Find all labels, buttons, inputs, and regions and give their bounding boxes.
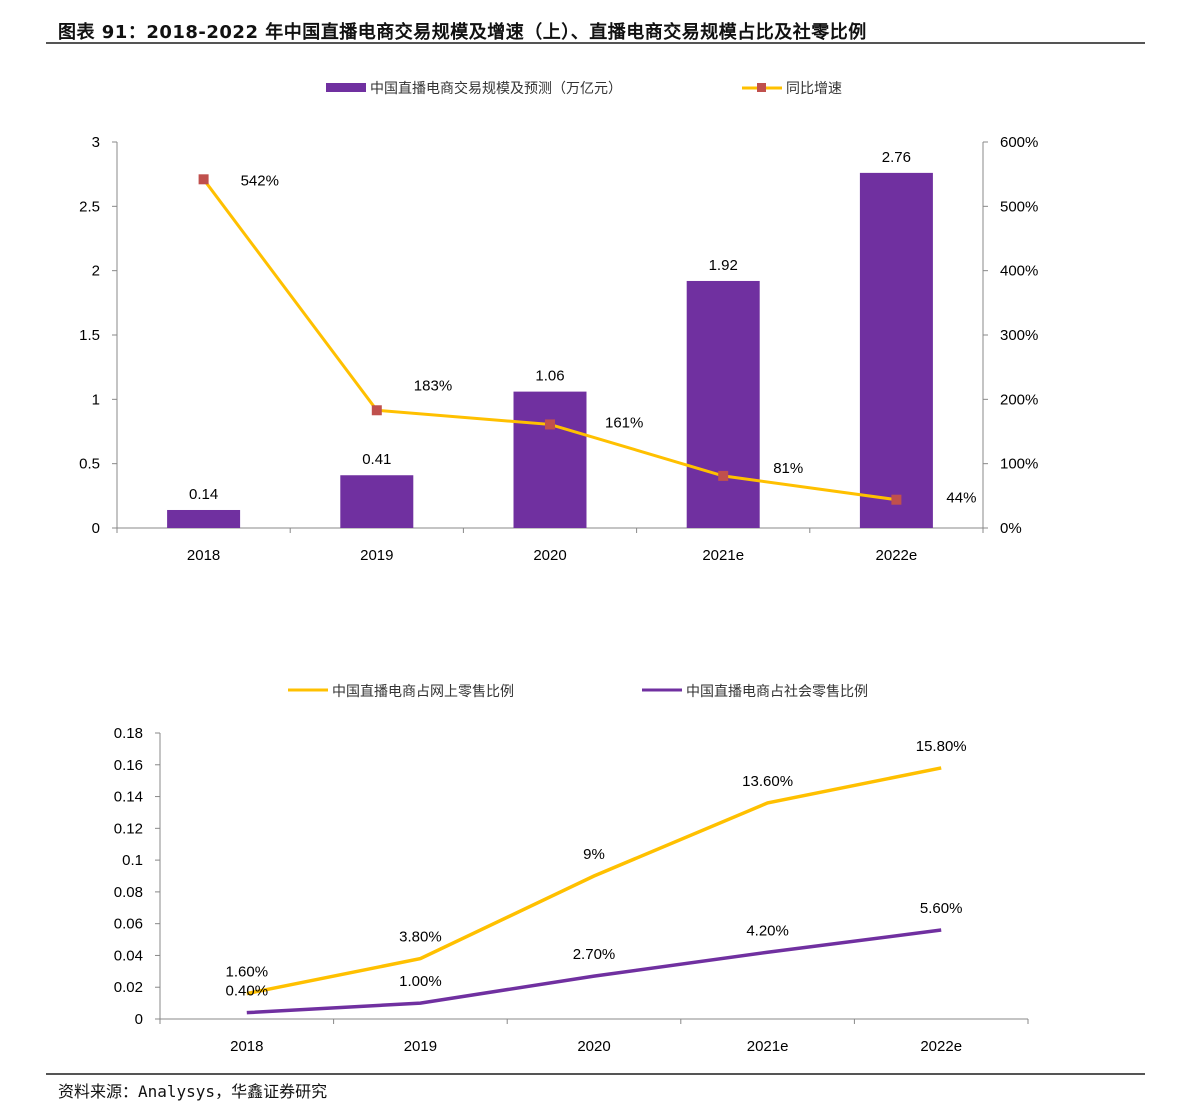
legend-line-marker xyxy=(757,83,766,92)
left-tick-label: 1 xyxy=(92,391,100,408)
x-tick-label: 2018 xyxy=(187,547,220,564)
y-tick-label: 0.04 xyxy=(114,947,143,964)
y-tick-label: 0.06 xyxy=(114,916,143,933)
right-tick-label: 600% xyxy=(1000,134,1038,151)
growth-data-label: 161% xyxy=(605,414,643,431)
bar xyxy=(686,280,760,528)
social-data-label: 5.60% xyxy=(920,900,963,917)
online-share-line xyxy=(246,766,942,996)
growth-data-label: 44% xyxy=(946,490,976,507)
bar xyxy=(340,475,414,528)
bar-data-label: 2.76 xyxy=(882,149,911,166)
y-tick-label: 0.14 xyxy=(114,789,143,806)
title-divider xyxy=(46,42,1145,44)
x-tick-label: 2021e xyxy=(747,1038,789,1055)
x-tick-label: 2018 xyxy=(230,1038,263,1055)
left-tick-label: 2 xyxy=(92,263,100,280)
online-data-label: 13.60% xyxy=(742,773,793,790)
x-tick-label: 2020 xyxy=(577,1038,610,1055)
legend-bar-swatch xyxy=(326,83,366,92)
right-tick-label: 0% xyxy=(1000,520,1022,537)
y-tick-label: 0.1 xyxy=(122,852,143,869)
legend-line-label: 同比增速 xyxy=(786,81,842,97)
y-tick-label: 0 xyxy=(135,1011,143,1028)
growth-marker xyxy=(718,470,729,481)
legend-bar-label: 中国直播电商交易规模及预测（万亿元） xyxy=(370,80,622,97)
online-data-label: 15.80% xyxy=(916,738,967,755)
online-data-label: 1.60% xyxy=(226,964,269,981)
right-tick-label: 200% xyxy=(1000,391,1038,408)
x-tick-label: 2021e xyxy=(702,547,744,564)
figure-title: 图表 91：2018-2022 年中国直播电商交易规模及增速（上）、直播电商交易… xyxy=(58,22,867,43)
social-data-label: 2.70% xyxy=(573,946,616,963)
bar-data-label: 1.92 xyxy=(709,257,738,274)
legend-online-label: 中国直播电商占网上零售比例 xyxy=(332,683,514,700)
growth-marker xyxy=(545,419,555,430)
right-tick-label: 500% xyxy=(1000,198,1038,215)
left-tick-label: 3 xyxy=(92,134,100,151)
right-tick-label: 400% xyxy=(1000,263,1038,280)
online-data-label: 9% xyxy=(583,846,605,863)
bar xyxy=(859,172,933,528)
growth-marker xyxy=(891,494,902,505)
y-tick-label: 0.12 xyxy=(114,820,143,837)
y-tick-label: 0.08 xyxy=(114,884,143,901)
x-tick-label: 2022e xyxy=(920,1038,962,1055)
growth-marker xyxy=(198,174,209,185)
bar-data-label: 0.14 xyxy=(189,486,218,503)
left-tick-label: 0 xyxy=(92,520,100,537)
legend-social-label: 中国直播电商占社会零售比例 xyxy=(686,683,868,700)
growth-marker xyxy=(371,405,382,416)
bar xyxy=(513,391,587,528)
x-tick-label: 2022e xyxy=(876,547,918,564)
y-tick-label: 0.16 xyxy=(114,757,143,774)
left-tick-label: 2.5 xyxy=(79,198,100,215)
y-tick-label: 0.02 xyxy=(114,979,143,996)
source-note: 资料来源：Analysys，华鑫证券研究 xyxy=(58,1082,328,1101)
x-tick-label: 2019 xyxy=(360,547,393,564)
social-data-label: 0.40% xyxy=(226,983,269,1000)
right-tick-label: 100% xyxy=(1000,456,1038,473)
source-divider xyxy=(46,1073,1145,1075)
left-tick-label: 1.5 xyxy=(79,327,100,344)
bar-data-label: 0.41 xyxy=(362,451,391,468)
right-tick-label: 300% xyxy=(1000,327,1038,344)
social-data-label: 1.00% xyxy=(399,973,442,990)
bar-data-label: 1.06 xyxy=(535,368,564,385)
social-data-label: 4.20% xyxy=(746,922,789,939)
social-share-line xyxy=(246,928,942,1015)
growth-data-label: 542% xyxy=(241,172,279,189)
online-data-label: 3.80% xyxy=(399,929,442,946)
chart-trade-scale: 中国直播电商交易规模及预测（万亿元） 同比增速 0 0.5 1 1.5 2 2.5 3 0% 100… xyxy=(79,80,1038,564)
x-tick-label: 2019 xyxy=(404,1038,437,1055)
y-tick-label: 0.18 xyxy=(114,725,143,742)
growth-data-label: 183% xyxy=(414,377,452,394)
growth-data-label: 81% xyxy=(773,460,803,477)
bar xyxy=(167,509,241,528)
x-tick-label: 2020 xyxy=(533,547,566,564)
left-tick-label: 0.5 xyxy=(79,456,100,473)
